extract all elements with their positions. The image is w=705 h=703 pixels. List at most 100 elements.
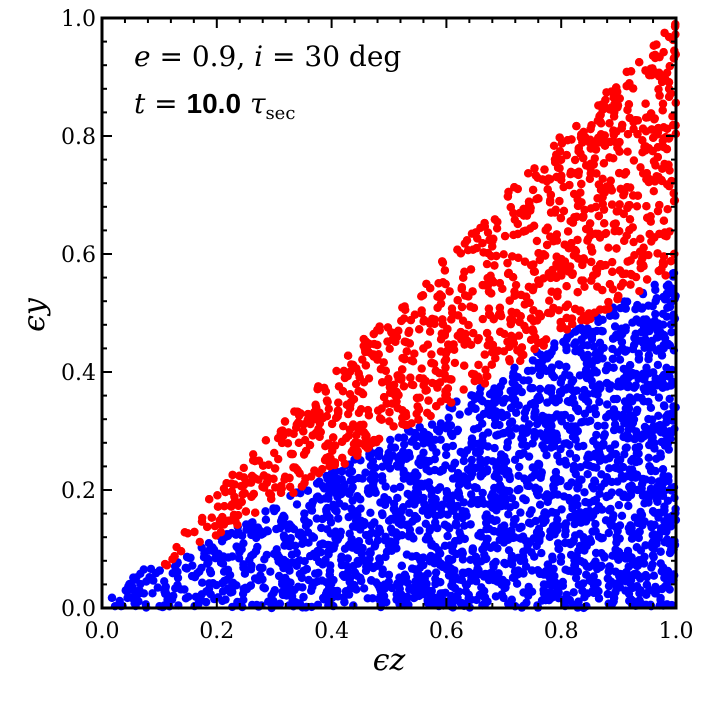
data-point [373, 340, 382, 350]
data-point [359, 584, 369, 593]
data-point [595, 397, 604, 407]
data-point [316, 427, 325, 437]
data-point [258, 482, 267, 491]
data-point [410, 429, 420, 438]
data-point [414, 458, 423, 467]
data-point [552, 172, 561, 182]
data-point [467, 455, 476, 465]
data-point [488, 399, 497, 408]
data-point [459, 456, 468, 466]
x-axis-label: ϵz [373, 643, 406, 678]
data-point [660, 28, 669, 38]
data-point [237, 482, 246, 491]
data-point [530, 409, 539, 418]
data-point [337, 555, 346, 564]
data-point [652, 425, 661, 434]
data-point [615, 521, 625, 530]
data-point [660, 573, 669, 583]
data-point [596, 260, 605, 269]
data-point [608, 354, 618, 364]
data-point [530, 401, 540, 410]
data-point [285, 566, 294, 575]
data-point [612, 207, 621, 216]
data-point [220, 502, 229, 511]
data-point [567, 135, 576, 144]
data-point [435, 369, 444, 378]
data-point [239, 563, 248, 572]
data-point [625, 361, 635, 370]
data-point [471, 228, 481, 237]
data-point [458, 507, 467, 516]
data-point [581, 517, 591, 526]
data-point [417, 364, 426, 373]
data-point [510, 515, 519, 525]
data-point [285, 583, 294, 593]
data-point [548, 552, 557, 561]
data-point [376, 592, 385, 601]
data-point [613, 87, 622, 96]
data-point [337, 467, 346, 476]
data-point [291, 598, 301, 607]
data-point [361, 468, 370, 477]
data-point [361, 429, 370, 439]
data-point [203, 554, 213, 563]
data-point [399, 474, 408, 483]
data-point [372, 561, 381, 571]
data-point [432, 379, 441, 389]
data-point [661, 292, 671, 301]
data-point [383, 377, 392, 386]
data-point [415, 422, 424, 432]
data-point [475, 413, 485, 422]
data-point [648, 51, 658, 60]
data-point [379, 393, 389, 402]
data-point [342, 433, 351, 443]
data-point [585, 535, 595, 544]
data-point [556, 389, 566, 398]
data-point [350, 580, 359, 590]
data-point [508, 372, 518, 381]
data-point [394, 454, 403, 463]
data-point [410, 310, 420, 319]
data-point [545, 350, 555, 360]
data-point [583, 417, 592, 426]
data-point [594, 502, 604, 511]
data-point [601, 228, 611, 238]
data-point [654, 320, 663, 329]
data-point [510, 287, 519, 296]
data-point [618, 278, 628, 288]
data-point [443, 531, 452, 541]
data-point [350, 568, 360, 577]
data-point [641, 66, 650, 75]
data-point [545, 296, 554, 305]
data-point [621, 586, 630, 595]
data-point [346, 400, 355, 410]
data-point [278, 577, 287, 586]
data-point [340, 572, 349, 581]
data-point [663, 496, 673, 505]
data-point [551, 205, 560, 214]
data-point [324, 585, 333, 595]
data-point [205, 495, 214, 504]
data-point [183, 529, 192, 538]
data-point [666, 89, 675, 98]
data-point [514, 253, 523, 262]
data-point [458, 555, 468, 564]
data-point [605, 311, 615, 320]
data-point [546, 366, 555, 376]
data-point [219, 552, 228, 561]
data-point [415, 325, 424, 334]
data-point [650, 280, 659, 289]
data-point [173, 581, 182, 590]
data-point [235, 471, 244, 480]
data-point [398, 365, 407, 374]
data-point [606, 504, 615, 514]
data-point [246, 581, 255, 590]
data-point [367, 439, 377, 448]
data-point [664, 78, 674, 87]
data-point [633, 129, 642, 139]
data-point [503, 443, 512, 452]
data-point [603, 589, 612, 599]
data-point [483, 341, 492, 350]
data-point [424, 396, 433, 405]
data-point [613, 294, 622, 304]
